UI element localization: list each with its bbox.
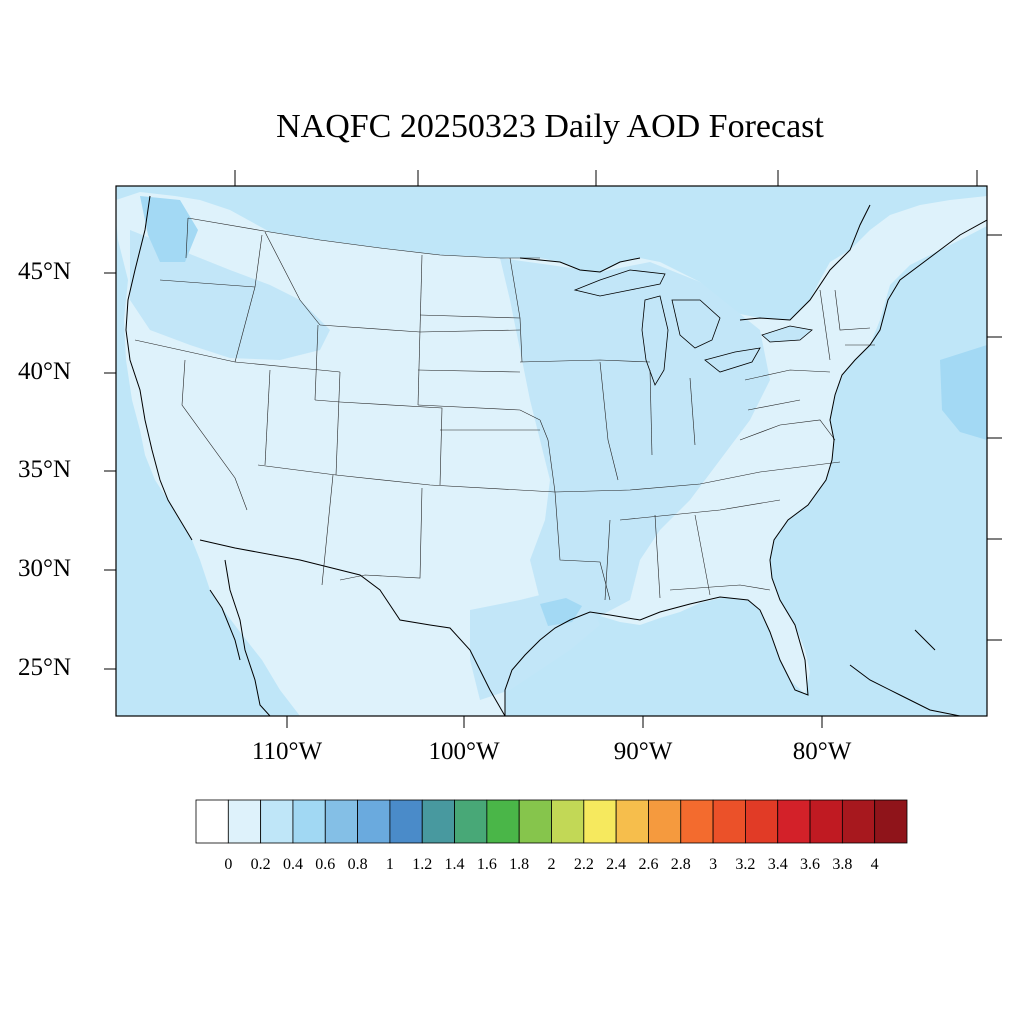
colorbar-label: 3.8 — [832, 856, 853, 873]
colorbar-label: 2.4 — [606, 856, 627, 873]
colorbar-swatch — [292, 799, 326, 844]
colorbar-label: 0.4 — [282, 856, 303, 873]
colorbar-label: 1.8 — [509, 856, 530, 873]
colorbar-swatch — [357, 799, 391, 844]
colorbar — [195, 799, 908, 844]
colorbar-swatch — [615, 799, 649, 844]
colorbar-swatch — [712, 799, 746, 844]
colorbar-label: 0 — [224, 856, 233, 873]
colorbar-swatch — [260, 799, 294, 844]
colorbar-label: 3 — [709, 856, 718, 873]
colorbar-label: 3.4 — [767, 856, 788, 873]
map-panel — [116, 186, 987, 716]
colorbar-label: 2.6 — [638, 856, 659, 873]
colorbar-swatch — [777, 799, 811, 844]
colorbar-swatch — [874, 799, 908, 844]
lon-label-100: 100°W — [428, 738, 500, 765]
colorbar-label: 1.4 — [444, 856, 465, 873]
colorbar-label: 3.6 — [800, 856, 821, 873]
colorbar-swatch — [324, 799, 358, 844]
colorbar-swatch — [421, 799, 455, 844]
lon-label-80: 80°W — [792, 738, 852, 765]
aod-plume-atlantic — [940, 345, 987, 440]
colorbar-swatch — [809, 799, 843, 844]
lat-label-25: 25°N — [18, 654, 72, 681]
colorbar-swatch — [486, 799, 520, 844]
lat-label-40: 40°N — [18, 358, 72, 385]
colorbar-swatch — [551, 799, 585, 844]
aod-belt-northwest — [130, 230, 330, 360]
colorbar-label: 4 — [870, 856, 879, 873]
map-title: NAQFC 20250323 Daily AOD Forecast — [276, 108, 824, 145]
colorbar-label: 2.2 — [573, 856, 594, 873]
colorbar-label: 2 — [547, 856, 556, 873]
colorbar-label: 0.8 — [347, 856, 368, 873]
colorbar-label: 0.6 — [315, 856, 336, 873]
colorbar-swatch — [195, 799, 229, 844]
lat-label-30: 30°N — [18, 555, 72, 582]
state-boundaries — [134, 217, 875, 601]
great-lakes — [573, 269, 813, 386]
lat-label-45: 45°N — [18, 258, 72, 285]
lon-label-90: 90°W — [613, 738, 673, 765]
map-frame — [115, 185, 988, 717]
colorbar-swatch — [841, 799, 876, 844]
colorbar-label: 3.2 — [735, 856, 756, 873]
aod-belt-central — [500, 258, 770, 616]
colorbar-label: 0.2 — [250, 856, 271, 873]
lon-label-110: 110°W — [251, 738, 323, 765]
colorbar-swatch — [227, 799, 262, 844]
coastlines — [125, 195, 987, 716]
colorbar-label: 1 — [385, 856, 394, 873]
colorbar-swatch — [389, 799, 423, 844]
axis-ticks — [104, 170, 1002, 728]
colorbar-label: 2.8 — [670, 856, 691, 873]
colorbar-swatch — [648, 799, 682, 844]
colorbar-swatch — [454, 799, 488, 844]
lat-label-35: 35°N — [18, 456, 72, 483]
aod-plume-washington — [140, 196, 198, 262]
colorbar-swatch — [745, 799, 779, 844]
colorbar-swatch — [518, 799, 552, 844]
colorbar-label: 1.2 — [412, 856, 433, 873]
colorbar-swatch — [583, 799, 617, 844]
colorbar-swatch — [680, 799, 714, 844]
colorbar-label: 1.6 — [476, 856, 497, 873]
